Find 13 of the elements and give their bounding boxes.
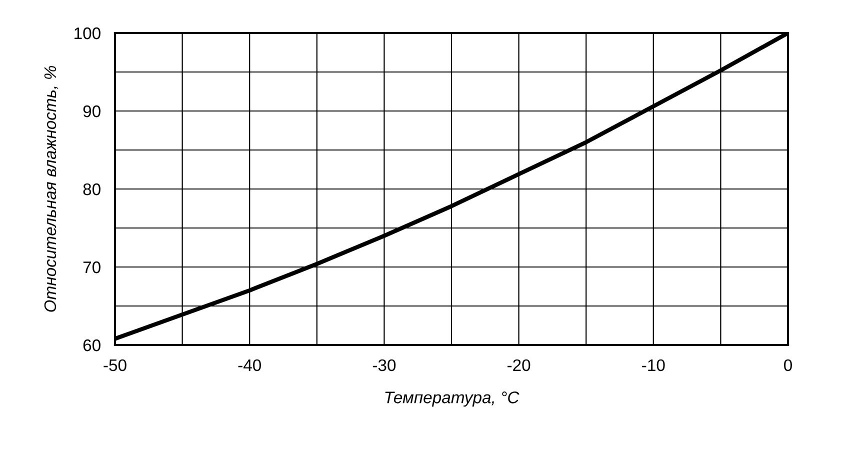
x-tick-label: 0 [784,359,792,372]
y-tick-label: 100 [74,27,100,40]
y-tick-label: 60 [83,339,100,352]
y-tick-label: 70 [83,261,100,274]
y-tick-label: 90 [83,105,100,118]
x-tick-label: -40 [238,359,261,372]
x-tick-label: -20 [507,359,530,372]
x-tick-label: -50 [104,359,126,372]
y-tick-label: 80 [83,183,100,196]
x-axis-title: Температура, °C [385,392,520,407]
y-axis-title: Относительная влажность, % [44,66,58,312]
x-tick-label: -30 [372,359,396,372]
x-tick-label: -10 [642,359,665,372]
